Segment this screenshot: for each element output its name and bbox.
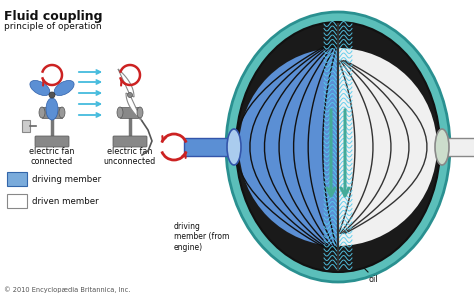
- Ellipse shape: [226, 12, 450, 282]
- Circle shape: [128, 92, 133, 97]
- Text: electric fan
unconnected: electric fan unconnected: [104, 147, 156, 166]
- Ellipse shape: [137, 107, 143, 118]
- Bar: [7, 172, 27, 186]
- Text: Fluid coupling: Fluid coupling: [4, 10, 102, 23]
- Polygon shape: [118, 69, 142, 121]
- Ellipse shape: [59, 107, 65, 118]
- Ellipse shape: [435, 129, 449, 165]
- Ellipse shape: [39, 107, 45, 118]
- Bar: [42, 107, 62, 118]
- Ellipse shape: [54, 80, 74, 96]
- Text: driven member: driven member: [32, 196, 99, 206]
- Circle shape: [49, 92, 55, 98]
- Bar: [7, 194, 27, 208]
- Bar: [444, 138, 474, 156]
- Text: driving
member (from
engine): driving member (from engine): [174, 222, 229, 252]
- Text: principle of operation: principle of operation: [4, 22, 101, 31]
- Text: driving member: driving member: [32, 175, 101, 184]
- Ellipse shape: [236, 22, 440, 272]
- Text: © 2010 Encyclopædia Britannica, Inc.: © 2010 Encyclopædia Britannica, Inc.: [4, 286, 130, 293]
- Text: oil: oil: [369, 275, 379, 284]
- Wedge shape: [238, 47, 338, 247]
- Ellipse shape: [30, 80, 50, 96]
- Bar: [184, 138, 232, 156]
- Bar: [22, 120, 30, 132]
- Text: electric fan
connected: electric fan connected: [29, 147, 75, 166]
- Bar: [120, 107, 140, 118]
- Ellipse shape: [117, 107, 123, 118]
- FancyBboxPatch shape: [113, 136, 147, 147]
- FancyBboxPatch shape: [35, 136, 69, 147]
- Ellipse shape: [227, 129, 241, 165]
- Wedge shape: [338, 47, 438, 247]
- Ellipse shape: [46, 98, 58, 120]
